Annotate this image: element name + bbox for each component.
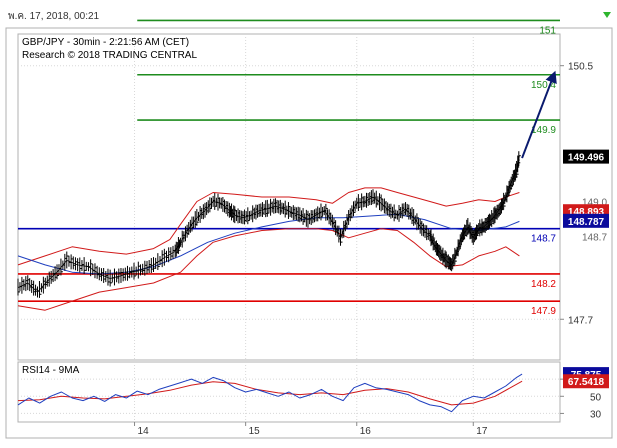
level-label-150-4: 150.4 (531, 80, 556, 91)
rsi-title: RSI14 - 9MA (22, 365, 80, 376)
level-label-148-2: 148.2 (531, 279, 556, 290)
price-badge-149-496 (563, 149, 609, 164)
price-badge-label: 149.496 (568, 153, 605, 164)
price-badge-148-787 (563, 213, 609, 228)
rsi-badge-label: 67.5418 (568, 377, 605, 388)
y-tick-label-overlapped: 149.0 (582, 198, 607, 209)
x-tick-label: 15 (249, 426, 261, 437)
level-label-147-9: 147.9 (531, 306, 556, 317)
header-timestamp: พ.ค. 17, 2018, 00:21 (8, 11, 100, 22)
y-tick-label-overlapped: 148.7 (582, 233, 607, 244)
chart-subtitle: Research © 2018 TRADING CENTRAL (22, 50, 197, 61)
y-tick-label: 150.5 (568, 62, 593, 73)
price-badge-label: 148.893 (568, 207, 605, 218)
bollinger-upper-line (17, 187, 520, 266)
chart-frame (5, 27, 613, 439)
scroll-down-icon[interactable] (603, 12, 611, 18)
projection-arrow (521, 70, 557, 159)
x-tick-label: 14 (138, 426, 150, 437)
y-tick-label: 147.7 (568, 315, 593, 326)
level-label-149-9: 149.9 (531, 125, 556, 136)
price-badge-label: 148.787 (568, 217, 605, 228)
rsi-badge-1 (563, 374, 609, 389)
level-label-148-7: 148.7 (531, 234, 556, 245)
main-plot-frame (17, 33, 561, 361)
rsi-tick-label: 30 (590, 409, 602, 420)
rsi-line (17, 373, 523, 413)
rsi-tick-label: 50 (590, 392, 602, 403)
price-line (17, 156, 520, 293)
rsi-plot-frame (17, 361, 561, 423)
rsi-ma-line (17, 380, 523, 406)
x-tick-label: 17 (476, 426, 488, 437)
bollinger-lower-line (17, 228, 520, 311)
x-tick-label: 16 (360, 426, 372, 437)
chart-title: GBP/JPY - 30min - 2:21:56 AM (CET) (22, 37, 189, 48)
level-label-151: 151 (539, 25, 556, 36)
